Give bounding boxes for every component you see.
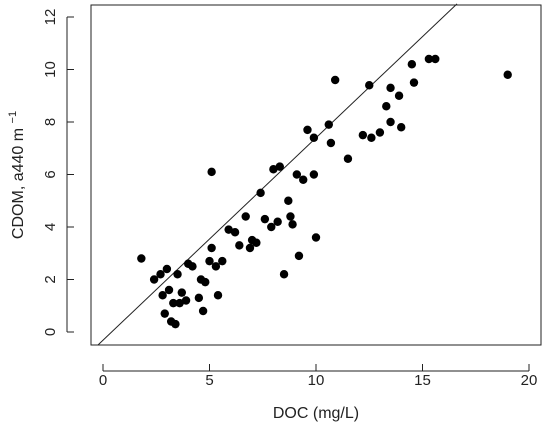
data-point xyxy=(330,75,340,85)
data-point xyxy=(241,212,250,221)
data-point xyxy=(367,133,376,142)
data-point xyxy=(273,217,282,226)
data-point xyxy=(158,291,167,300)
data-point xyxy=(213,291,223,300)
data-point xyxy=(175,298,184,308)
plot-frame xyxy=(90,4,542,346)
data-point xyxy=(386,117,395,127)
data-point xyxy=(326,138,336,148)
data-point xyxy=(230,228,240,237)
data-point xyxy=(309,170,319,179)
y-tick-label: 0 xyxy=(42,328,59,336)
data-point xyxy=(409,78,419,87)
data-point xyxy=(149,275,159,284)
x-axis-title: DOC (mg/L) xyxy=(273,405,359,422)
data-point xyxy=(205,256,214,266)
data-point xyxy=(235,241,244,250)
data-point xyxy=(269,165,278,174)
data-point xyxy=(503,70,512,79)
data-point xyxy=(382,102,391,111)
data-point xyxy=(292,170,302,179)
regression-line xyxy=(97,3,458,346)
data-point xyxy=(207,243,216,253)
data-point xyxy=(245,243,255,253)
y-tick-label: 4 xyxy=(42,223,59,231)
x-tick-label: 15 xyxy=(414,372,431,389)
data-point xyxy=(156,270,165,279)
data-point xyxy=(162,264,172,274)
data-point xyxy=(260,214,270,224)
x-tick-label: 20 xyxy=(521,372,538,389)
data-point xyxy=(169,298,178,308)
data-point xyxy=(303,125,312,135)
y-axis-title: CDOM, a440 m −1 xyxy=(7,111,27,239)
data-point xyxy=(431,54,440,64)
data-point xyxy=(224,225,233,234)
y-tick-label: 6 xyxy=(42,170,59,178)
x-tick-label: 10 xyxy=(308,372,325,389)
data-point xyxy=(211,262,221,271)
data-point xyxy=(324,120,333,129)
data-point xyxy=(284,196,293,205)
data-point xyxy=(386,83,395,93)
y-axis-title-main: CDOM, a440 m xyxy=(10,128,27,239)
data-point xyxy=(164,285,174,295)
data-point xyxy=(275,162,284,171)
data-point xyxy=(294,251,304,261)
data-point xyxy=(358,130,368,140)
data-point xyxy=(201,277,210,287)
data-point xyxy=(267,222,276,232)
data-point xyxy=(181,296,191,305)
x-tick-label: 5 xyxy=(205,372,213,389)
data-point xyxy=(177,288,187,297)
y-tick-label: 12 xyxy=(42,9,59,26)
data-point xyxy=(218,256,227,266)
data-point xyxy=(288,220,297,229)
data-point xyxy=(160,309,169,318)
data-point xyxy=(194,293,204,303)
data-point xyxy=(407,60,417,69)
data-point xyxy=(256,188,265,198)
data-point xyxy=(171,319,180,329)
y-tick-label: 10 xyxy=(42,61,59,78)
data-point xyxy=(424,54,434,64)
data-point xyxy=(375,128,385,137)
data-point xyxy=(286,212,295,221)
data-point xyxy=(173,270,182,279)
data-point xyxy=(397,123,406,132)
data-point xyxy=(343,154,353,163)
data-point xyxy=(394,91,404,100)
data-point xyxy=(309,133,319,142)
y-tick-label: 8 xyxy=(42,118,59,126)
data-point xyxy=(311,233,321,242)
data-point xyxy=(198,306,208,316)
data-point xyxy=(299,175,308,184)
data-point xyxy=(279,270,289,279)
y-axis-title-superscript: −1 xyxy=(7,111,19,124)
x-tick-label: 0 xyxy=(99,372,107,389)
data-point xyxy=(252,238,261,247)
data-point xyxy=(365,81,374,90)
data-point xyxy=(188,262,197,271)
data-point xyxy=(137,254,146,263)
data-point xyxy=(207,167,216,177)
y-tick-label: 2 xyxy=(42,275,59,283)
